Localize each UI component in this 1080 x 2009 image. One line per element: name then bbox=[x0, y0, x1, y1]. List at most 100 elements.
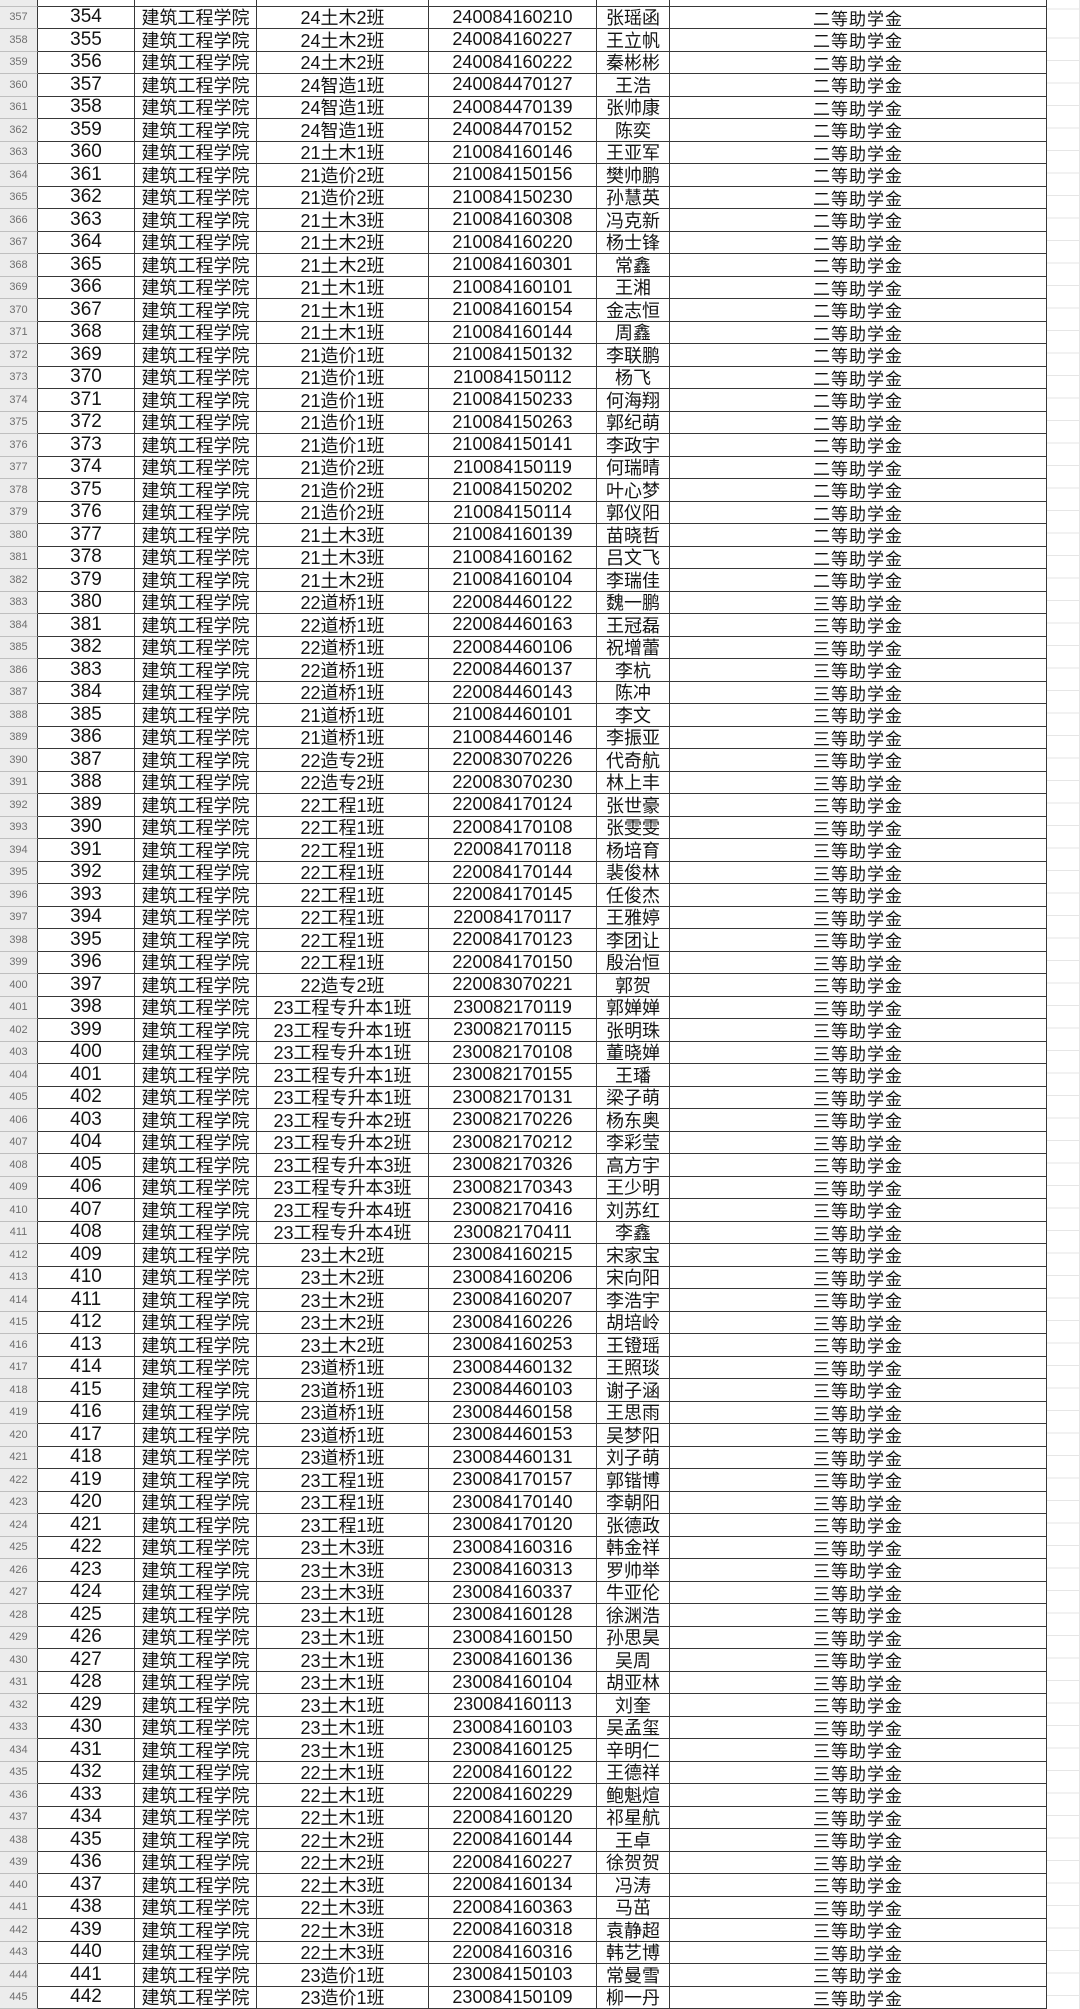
student-id-cell[interactable]: 210084150132 bbox=[429, 344, 597, 367]
award-cell[interactable]: 二等助学金 bbox=[670, 141, 1047, 164]
seq-cell[interactable]: 434 bbox=[38, 1806, 135, 1829]
college-cell[interactable]: 建筑工程学院 bbox=[135, 816, 257, 839]
student-id-cell[interactable]: 210084160139 bbox=[429, 524, 597, 547]
college-cell[interactable]: 建筑工程学院 bbox=[135, 1041, 257, 1064]
award-cell[interactable]: 二等助学金 bbox=[670, 546, 1047, 569]
row-header-cell[interactable]: 409 bbox=[0, 1176, 38, 1199]
row-header-cell[interactable]: 372 bbox=[0, 344, 38, 367]
college-cell[interactable]: 建筑工程学院 bbox=[135, 1671, 257, 1694]
name-cell[interactable]: 陈冲 bbox=[597, 681, 670, 704]
award-cell[interactable]: 三等助学金 bbox=[670, 1311, 1047, 1334]
student-id-cell[interactable]: 230082170226 bbox=[429, 1109, 597, 1132]
seq-cell[interactable]: 436 bbox=[38, 1851, 135, 1874]
seq-cell[interactable]: 391 bbox=[38, 839, 135, 862]
college-cell[interactable]: 建筑工程学院 bbox=[135, 96, 257, 119]
class-cell[interactable]: 23工程1班 bbox=[257, 1469, 429, 1492]
class-cell[interactable]: 23道桥1班 bbox=[257, 1379, 429, 1402]
college-cell[interactable]: 建筑工程学院 bbox=[135, 321, 257, 344]
seq-cell[interactable]: 396 bbox=[38, 951, 135, 974]
class-cell[interactable]: 21土木1班 bbox=[257, 141, 429, 164]
name-cell[interactable]: 刘奎 bbox=[597, 1694, 670, 1717]
seq-cell[interactable]: 419 bbox=[38, 1469, 135, 1492]
name-cell[interactable]: 常曼雪 bbox=[597, 1964, 670, 1987]
seq-cell[interactable]: 432 bbox=[38, 1761, 135, 1784]
college-cell[interactable]: 建筑工程学院 bbox=[135, 1289, 257, 1312]
row-header-cell[interactable]: 367 bbox=[0, 231, 38, 254]
seq-cell[interactable]: 411 bbox=[38, 1289, 135, 1312]
row-header-cell[interactable]: 371 bbox=[0, 321, 38, 344]
award-cell[interactable]: 三等助学金 bbox=[670, 591, 1047, 614]
college-cell[interactable]: 建筑工程学院 bbox=[135, 1986, 257, 2009]
student-id-cell[interactable]: 210084160308 bbox=[429, 209, 597, 232]
class-cell[interactable]: 21道桥1班 bbox=[257, 726, 429, 749]
student-id-cell[interactable]: 210084150114 bbox=[429, 501, 597, 524]
seq-cell[interactable]: 405 bbox=[38, 1154, 135, 1177]
award-cell[interactable]: 三等助学金 bbox=[670, 1041, 1047, 1064]
seq-cell[interactable]: 435 bbox=[38, 1829, 135, 1852]
seq-cell[interactable]: 381 bbox=[38, 614, 135, 637]
class-cell[interactable]: 23工程专升本1班 bbox=[257, 1019, 429, 1042]
row-header-cell[interactable]: 375 bbox=[0, 411, 38, 434]
name-cell[interactable]: 胡亚林 bbox=[597, 1671, 670, 1694]
name-cell[interactable]: 冯涛 bbox=[597, 1874, 670, 1897]
row-header-cell[interactable]: 386 bbox=[0, 659, 38, 682]
student-id-cell[interactable]: 230082170131 bbox=[429, 1086, 597, 1109]
class-cell[interactable]: 23土木3班 bbox=[257, 1559, 429, 1582]
seq-cell[interactable]: 394 bbox=[38, 906, 135, 929]
seq-cell[interactable]: 399 bbox=[38, 1019, 135, 1042]
name-cell[interactable]: 李团让 bbox=[597, 929, 670, 952]
student-id-cell[interactable]: 230084170157 bbox=[429, 1469, 597, 1492]
name-cell[interactable]: 王冠磊 bbox=[597, 614, 670, 637]
college-cell[interactable]: 建筑工程学院 bbox=[135, 681, 257, 704]
student-id-cell[interactable]: 240084160210 bbox=[429, 6, 597, 29]
class-cell[interactable]: 21土木2班 bbox=[257, 569, 429, 592]
college-cell[interactable]: 建筑工程学院 bbox=[135, 1131, 257, 1154]
seq-cell[interactable]: 365 bbox=[38, 254, 135, 277]
row-header-cell[interactable]: 377 bbox=[0, 456, 38, 479]
name-cell[interactable]: 王照琰 bbox=[597, 1356, 670, 1379]
student-id-cell[interactable]: 220084160120 bbox=[429, 1806, 597, 1829]
class-cell[interactable]: 21土木2班 bbox=[257, 254, 429, 277]
name-cell[interactable]: 杨培育 bbox=[597, 839, 670, 862]
name-cell[interactable]: 祁星航 bbox=[597, 1806, 670, 1829]
class-cell[interactable]: 21土木1班 bbox=[257, 321, 429, 344]
student-id-cell[interactable]: 210084160301 bbox=[429, 254, 597, 277]
seq-cell[interactable]: 424 bbox=[38, 1581, 135, 1604]
row-header-cell[interactable]: 442 bbox=[0, 1919, 38, 1942]
class-cell[interactable]: 23道桥1班 bbox=[257, 1401, 429, 1424]
name-cell[interactable]: 李杭 bbox=[597, 659, 670, 682]
row-header-cell[interactable]: 366 bbox=[0, 209, 38, 232]
row-header-cell[interactable]: 393 bbox=[0, 816, 38, 839]
award-cell[interactable]: 三等助学金 bbox=[670, 1896, 1047, 1919]
class-cell[interactable]: 22造专2班 bbox=[257, 771, 429, 794]
college-cell[interactable]: 建筑工程学院 bbox=[135, 1649, 257, 1672]
award-cell[interactable]: 三等助学金 bbox=[670, 1559, 1047, 1582]
college-cell[interactable]: 建筑工程学院 bbox=[135, 1199, 257, 1222]
row-header-cell[interactable]: 390 bbox=[0, 749, 38, 772]
class-cell[interactable]: 22道桥1班 bbox=[257, 681, 429, 704]
row-header-cell[interactable]: 396 bbox=[0, 884, 38, 907]
college-cell[interactable]: 建筑工程学院 bbox=[135, 951, 257, 974]
award-cell[interactable]: 三等助学金 bbox=[670, 884, 1047, 907]
name-cell[interactable]: 苗晓哲 bbox=[597, 524, 670, 547]
student-id-cell[interactable]: 230084150103 bbox=[429, 1964, 597, 1987]
seq-cell[interactable]: 359 bbox=[38, 119, 135, 142]
award-cell[interactable]: 三等助学金 bbox=[670, 614, 1047, 637]
award-cell[interactable]: 三等助学金 bbox=[670, 1221, 1047, 1244]
college-cell[interactable]: 建筑工程学院 bbox=[135, 1941, 257, 1964]
row-header-cell[interactable]: 439 bbox=[0, 1851, 38, 1874]
seq-cell[interactable]: 379 bbox=[38, 569, 135, 592]
college-cell[interactable]: 建筑工程学院 bbox=[135, 1716, 257, 1739]
award-cell[interactable]: 三等助学金 bbox=[670, 1874, 1047, 1897]
name-cell[interactable]: 王卓 bbox=[597, 1829, 670, 1852]
seq-cell[interactable]: 406 bbox=[38, 1176, 135, 1199]
student-id-cell[interactable]: 240084470127 bbox=[429, 74, 597, 97]
award-cell[interactable]: 三等助学金 bbox=[670, 726, 1047, 749]
seq-cell[interactable]: 382 bbox=[38, 636, 135, 659]
award-cell[interactable]: 三等助学金 bbox=[670, 996, 1047, 1019]
student-id-cell[interactable]: 220084160316 bbox=[429, 1941, 597, 1964]
row-header-cell[interactable]: 384 bbox=[0, 614, 38, 637]
row-header-cell[interactable]: 421 bbox=[0, 1446, 38, 1469]
student-id-cell[interactable]: 210084160154 bbox=[429, 299, 597, 322]
seq-cell[interactable]: 393 bbox=[38, 884, 135, 907]
